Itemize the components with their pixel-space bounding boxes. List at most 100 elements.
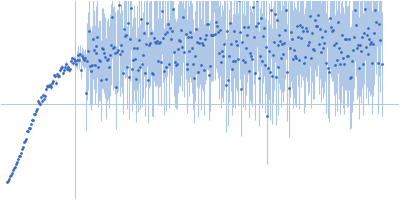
Point	[299, 25, 306, 28]
Point	[6, 177, 13, 180]
Point	[322, 30, 328, 33]
Point	[262, 64, 268, 67]
Point	[96, 58, 103, 62]
Point	[334, 59, 340, 62]
Point	[248, 58, 255, 61]
Point	[60, 71, 66, 74]
Point	[316, 43, 322, 46]
Point	[237, 30, 243, 34]
Point	[36, 102, 42, 105]
Point	[68, 57, 75, 60]
Point	[125, 22, 131, 25]
Point	[44, 84, 50, 88]
Point	[284, 71, 290, 74]
Point	[84, 49, 91, 52]
Point	[109, 15, 116, 18]
Point	[243, 46, 249, 50]
Point	[26, 126, 32, 130]
Point	[269, 53, 276, 56]
Point	[137, 65, 143, 68]
Point	[281, 41, 288, 44]
Point	[230, 59, 236, 62]
Point	[308, 57, 314, 60]
Point	[240, 58, 246, 61]
Point	[282, 29, 289, 32]
Point	[46, 84, 52, 87]
Point	[146, 43, 152, 46]
Point	[143, 43, 149, 46]
Point	[185, 35, 192, 38]
Point	[117, 53, 124, 56]
Point	[277, 39, 284, 42]
Point	[289, 37, 296, 40]
Point	[119, 50, 126, 53]
Point	[198, 63, 204, 66]
Point	[258, 16, 264, 20]
Point	[333, 41, 339, 45]
Point	[229, 67, 235, 70]
Point	[238, 87, 244, 90]
Point	[23, 137, 30, 141]
Point	[360, 31, 367, 34]
Point	[205, 23, 212, 26]
Point	[18, 151, 24, 155]
Point	[147, 42, 153, 45]
Point	[296, 59, 302, 62]
Point	[223, 84, 229, 87]
Point	[335, 21, 341, 24]
Point	[111, 45, 118, 48]
Point	[307, 15, 313, 18]
Point	[164, 23, 171, 26]
Point	[338, 34, 345, 37]
Point	[295, 35, 302, 39]
Point	[348, 76, 354, 79]
Point	[252, 71, 258, 74]
Point	[323, 62, 329, 65]
Point	[247, 51, 253, 54]
Point	[342, 37, 349, 41]
Point	[364, 27, 371, 30]
Point	[106, 66, 112, 69]
Point	[197, 37, 204, 40]
Point	[219, 49, 225, 52]
Point	[148, 31, 154, 35]
Point	[325, 66, 331, 69]
Point	[348, 60, 355, 63]
Point	[154, 40, 160, 43]
Point	[227, 21, 233, 24]
Point	[301, 62, 308, 65]
Point	[300, 29, 306, 32]
Point	[24, 129, 30, 133]
Point	[271, 12, 278, 15]
Point	[17, 154, 24, 158]
Point	[118, 43, 124, 47]
Point	[47, 83, 53, 86]
Point	[184, 67, 191, 70]
Point	[280, 52, 287, 55]
Point	[156, 42, 162, 45]
Point	[141, 31, 147, 34]
Point	[286, 87, 292, 90]
Point	[121, 27, 127, 30]
Point	[209, 34, 216, 37]
Point	[177, 29, 184, 32]
Point	[210, 34, 216, 37]
Point	[153, 41, 159, 45]
Point	[4, 180, 11, 183]
Point	[294, 24, 300, 28]
Point	[150, 73, 156, 76]
Point	[366, 38, 373, 41]
Point	[352, 9, 358, 12]
Point	[226, 54, 232, 57]
Point	[270, 41, 277, 44]
Point	[220, 54, 226, 58]
Point	[254, 0, 260, 1]
Point	[376, 22, 382, 26]
Point	[262, 45, 269, 48]
Point	[377, 39, 384, 42]
Point	[97, 59, 104, 63]
Point	[170, 51, 177, 54]
Point	[122, 34, 128, 38]
Point	[313, 25, 319, 28]
Point	[76, 52, 83, 55]
